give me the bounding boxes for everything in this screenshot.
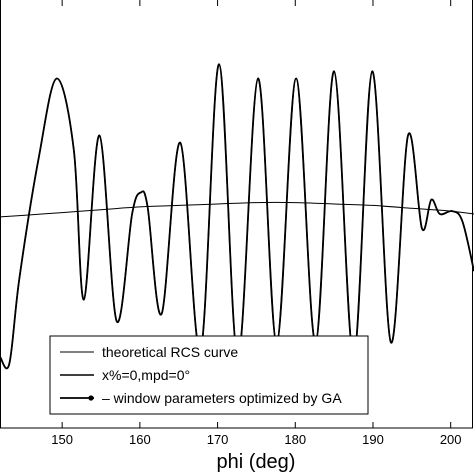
x-tick-label: 170 xyxy=(207,432,229,447)
x-axis-ticks: 150 160 170 180 190 200 xyxy=(51,0,462,447)
legend-marker-3 xyxy=(88,395,94,401)
series-1-line xyxy=(0,201,474,218)
legend-label-1: theoretical RCS curve xyxy=(102,344,238,360)
legend-label-3: – window parameters optimized by GA xyxy=(102,390,342,406)
series-3-line xyxy=(0,63,474,370)
legend: theoretical RCS curve x%=0,mpd=0° – window… xyxy=(49,335,369,415)
x-tick-label: 160 xyxy=(129,432,151,447)
plot-frame xyxy=(0,0,473,429)
x-tick-label: 190 xyxy=(362,432,384,447)
legend-label-2: x%=0,mpd=0° xyxy=(102,367,190,383)
series-2-line xyxy=(0,63,474,370)
legend-box xyxy=(49,335,369,415)
x-tick-label: 150 xyxy=(51,432,73,447)
plot-area xyxy=(0,0,474,429)
x-tick-label: 180 xyxy=(284,432,306,447)
x-tick-label: 200 xyxy=(440,432,462,447)
x-axis-title: phi (deg) xyxy=(217,451,296,473)
